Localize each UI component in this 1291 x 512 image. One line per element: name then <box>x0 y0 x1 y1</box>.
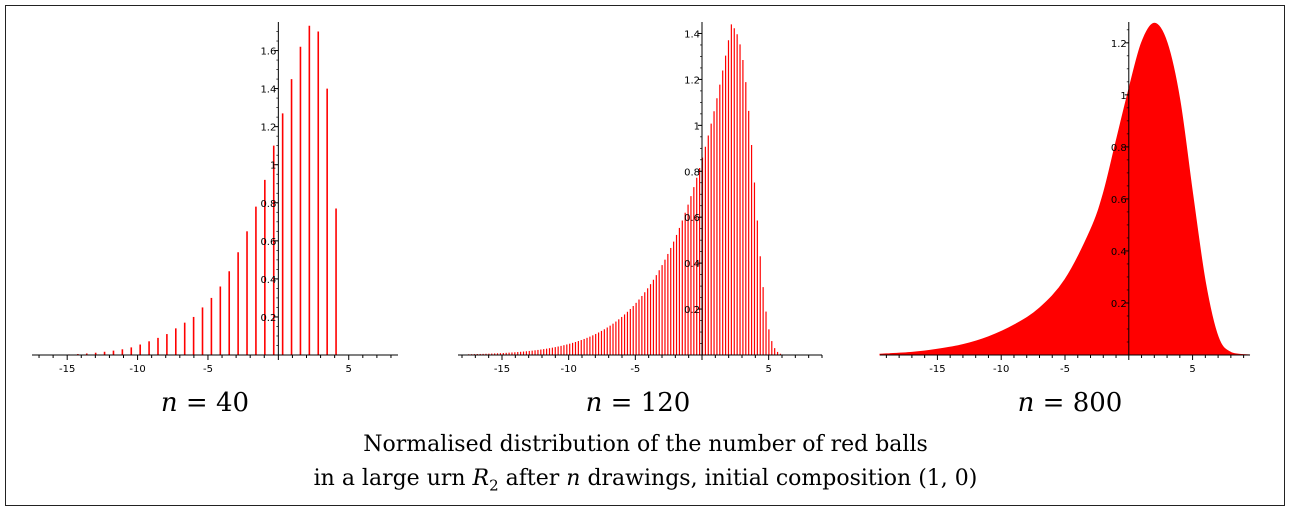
x-tick-label: 5 <box>1189 364 1195 375</box>
figure-frame <box>5 5 1285 506</box>
y-tick-label: 0.8 <box>684 167 700 178</box>
panel-label-n800: n = 800 <box>1017 388 1123 418</box>
x-tick-label: -10 <box>560 364 576 375</box>
y-tick-label: 0.2 <box>1111 299 1127 310</box>
x-tick-label: -5 <box>1060 364 1070 375</box>
y-tick-label: 1 <box>694 121 700 132</box>
figure-caption-line1: Normalised distribution of the number of… <box>363 432 928 457</box>
y-tick-label: 0.2 <box>260 313 276 324</box>
y-tick-label: 0.4 <box>260 275 276 286</box>
x-tick-label: -15 <box>494 364 510 375</box>
y-tick-label: 0.6 <box>684 213 700 224</box>
y-tick-label: 1.4 <box>260 85 276 96</box>
y-tick-label: 0.2 <box>684 305 700 316</box>
y-tick-label: 1 <box>270 161 276 172</box>
y-tick-label: 0.4 <box>1111 247 1127 258</box>
y-tick-label: 1.6 <box>260 47 276 58</box>
y-tick-label: 0.6 <box>260 237 276 248</box>
y-tick-label: 0.6 <box>1111 195 1127 206</box>
y-tick-label: 1.2 <box>1111 39 1127 50</box>
x-tick-label: 5 <box>346 364 352 375</box>
panel-label-n120: n = 120 <box>585 388 691 418</box>
x-tick-label: 5 <box>765 364 771 375</box>
y-tick-label: 1 <box>1120 91 1126 102</box>
x-tick-label: -10 <box>129 364 145 375</box>
x-tick-label: -5 <box>203 364 213 375</box>
y-tick-label: 0.4 <box>684 259 700 270</box>
y-tick-label: 0.8 <box>260 199 276 210</box>
y-tick-label: 1.2 <box>684 75 700 86</box>
x-tick-label: -15 <box>59 364 75 375</box>
panel-label-n40: n = 40 <box>160 388 250 418</box>
y-tick-label: 1.4 <box>684 29 700 40</box>
y-tick-label: 0.8 <box>1111 143 1127 154</box>
y-tick-label: 1.2 <box>260 123 276 134</box>
figure-caption-line2: in a large urn R2 after n drawings, init… <box>313 466 978 495</box>
x-tick-label: -5 <box>630 364 640 375</box>
area-fill <box>879 22 1251 356</box>
x-tick-label: -15 <box>929 364 945 375</box>
x-tick-label: -10 <box>993 364 1009 375</box>
